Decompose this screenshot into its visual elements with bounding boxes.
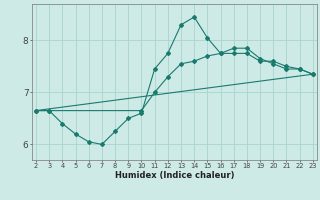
X-axis label: Humidex (Indice chaleur): Humidex (Indice chaleur) [115,171,234,180]
